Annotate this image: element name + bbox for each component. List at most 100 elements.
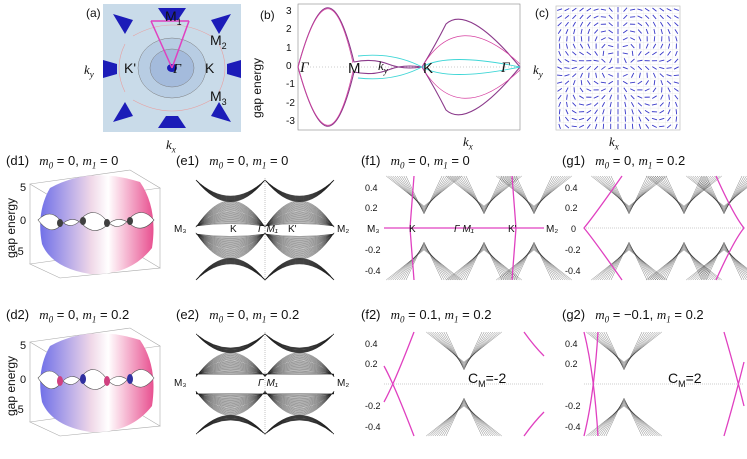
edge-state	[723, 331, 745, 407]
vector-arrow	[630, 66, 635, 70]
vector-arrow	[666, 67, 672, 69]
f2-ytick-0.4: 0.4	[365, 339, 378, 349]
vector-arrow	[666, 74, 672, 77]
bulk-band	[390, 247, 458, 281]
vector-arrow	[579, 95, 584, 99]
vector-arrow	[593, 95, 599, 99]
vector-arrow	[557, 94, 562, 100]
vector-arrow	[638, 36, 642, 42]
vector-arrow	[566, 101, 568, 108]
vector-arrow	[631, 50, 634, 57]
vector-arrow	[660, 94, 664, 100]
vector-arrow	[652, 14, 657, 20]
bulk-band	[603, 331, 645, 370]
vector-arrow	[586, 51, 592, 56]
vector-arrow	[660, 43, 664, 49]
panel-b-ytick: 1	[286, 42, 292, 54]
bulk-band	[434, 331, 494, 366]
vector-arrow	[659, 14, 664, 20]
bulk-band	[437, 401, 491, 437]
bulk-band	[401, 175, 447, 213]
vector-arrow	[579, 51, 584, 56]
bulk-band	[403, 175, 445, 214]
d1-ztick-5: 5	[20, 182, 27, 194]
g2-ytick-neg0.4: -0.4	[565, 422, 581, 432]
vector-arrow	[579, 43, 584, 49]
vector-arrow	[608, 73, 614, 77]
bulk-band	[452, 175, 516, 209]
bulk-band	[498, 248, 570, 281]
bulk-band	[515, 241, 553, 281]
vector-arrow	[638, 51, 642, 56]
vector-arrow	[557, 88, 563, 92]
vector-arrow	[630, 43, 635, 49]
bulk-band	[703, 175, 745, 214]
vector-arrow	[557, 8, 563, 11]
bulk-band	[457, 245, 511, 281]
d2-title: (d2) m0 = 0, m1 = 0.2	[6, 307, 130, 325]
bulk-band	[697, 175, 747, 211]
vector-arrow	[652, 21, 657, 27]
bulk-band	[386, 249, 462, 281]
vector-arrow	[587, 28, 591, 35]
bulk-band	[452, 247, 516, 281]
vector-arrow	[565, 87, 569, 93]
vector-arrow	[586, 7, 592, 12]
vector-arrow	[558, 116, 561, 122]
bulk-band	[599, 400, 649, 437]
panel-b-ky: ky	[378, 58, 388, 76]
edge-state	[383, 365, 415, 437]
bulk-band	[434, 402, 494, 437]
bulk-band	[665, 175, 703, 215]
bulk-band	[595, 175, 663, 209]
vector-arrow	[600, 81, 607, 84]
edge-state	[583, 331, 599, 437]
bulk-band	[461, 175, 507, 213]
vector-arrow	[580, 72, 583, 78]
vector-arrow	[594, 51, 598, 56]
vector-arrow	[674, 94, 679, 100]
vector-arrow	[566, 94, 568, 100]
bulk-band	[430, 403, 498, 437]
vector-arrow	[653, 28, 656, 35]
vector-arrow	[675, 109, 678, 115]
bulk-band	[652, 175, 716, 209]
vector-arrow	[608, 52, 614, 55]
vector-arrow	[564, 21, 569, 27]
edge-state	[715, 175, 745, 281]
vector-arrow	[593, 102, 599, 107]
vector-arrow	[586, 116, 591, 122]
bulk-band	[446, 175, 522, 207]
panel-b-ytick: 3	[286, 6, 292, 17]
vector-arrow	[573, 28, 576, 35]
bulk-band	[441, 399, 487, 437]
vector-arrow	[557, 15, 563, 19]
spectrum-band	[195, 363, 335, 376]
vector-arrow	[675, 123, 678, 129]
panel-b-ytick: 0	[286, 61, 292, 72]
bulk-band	[392, 247, 456, 281]
e1-hs-M2: M₂	[337, 224, 350, 235]
bulk-band	[445, 397, 483, 437]
bulk-band	[459, 175, 509, 212]
vector-arrow	[645, 80, 649, 86]
vector-arrow	[668, 43, 671, 49]
vector-arrow	[565, 28, 569, 35]
vector-arrow	[572, 43, 576, 49]
vector-arrow	[564, 124, 570, 129]
e1-spectrum	[195, 178, 335, 282]
vector-arrow	[558, 123, 561, 129]
bulk-band	[401, 243, 447, 281]
bulk-band	[648, 175, 720, 208]
vector-arrow	[638, 109, 642, 115]
bulk-band	[602, 245, 656, 281]
vector-arrow	[571, 117, 577, 121]
bulk-band	[446, 249, 522, 281]
bulk-band	[650, 247, 718, 281]
vector-arrow	[602, 50, 605, 57]
vector-arrow	[674, 50, 678, 56]
vector-arrow	[652, 51, 657, 56]
vector-arrow	[586, 123, 591, 129]
vector-arrow	[600, 8, 607, 11]
edge-state	[723, 361, 745, 437]
